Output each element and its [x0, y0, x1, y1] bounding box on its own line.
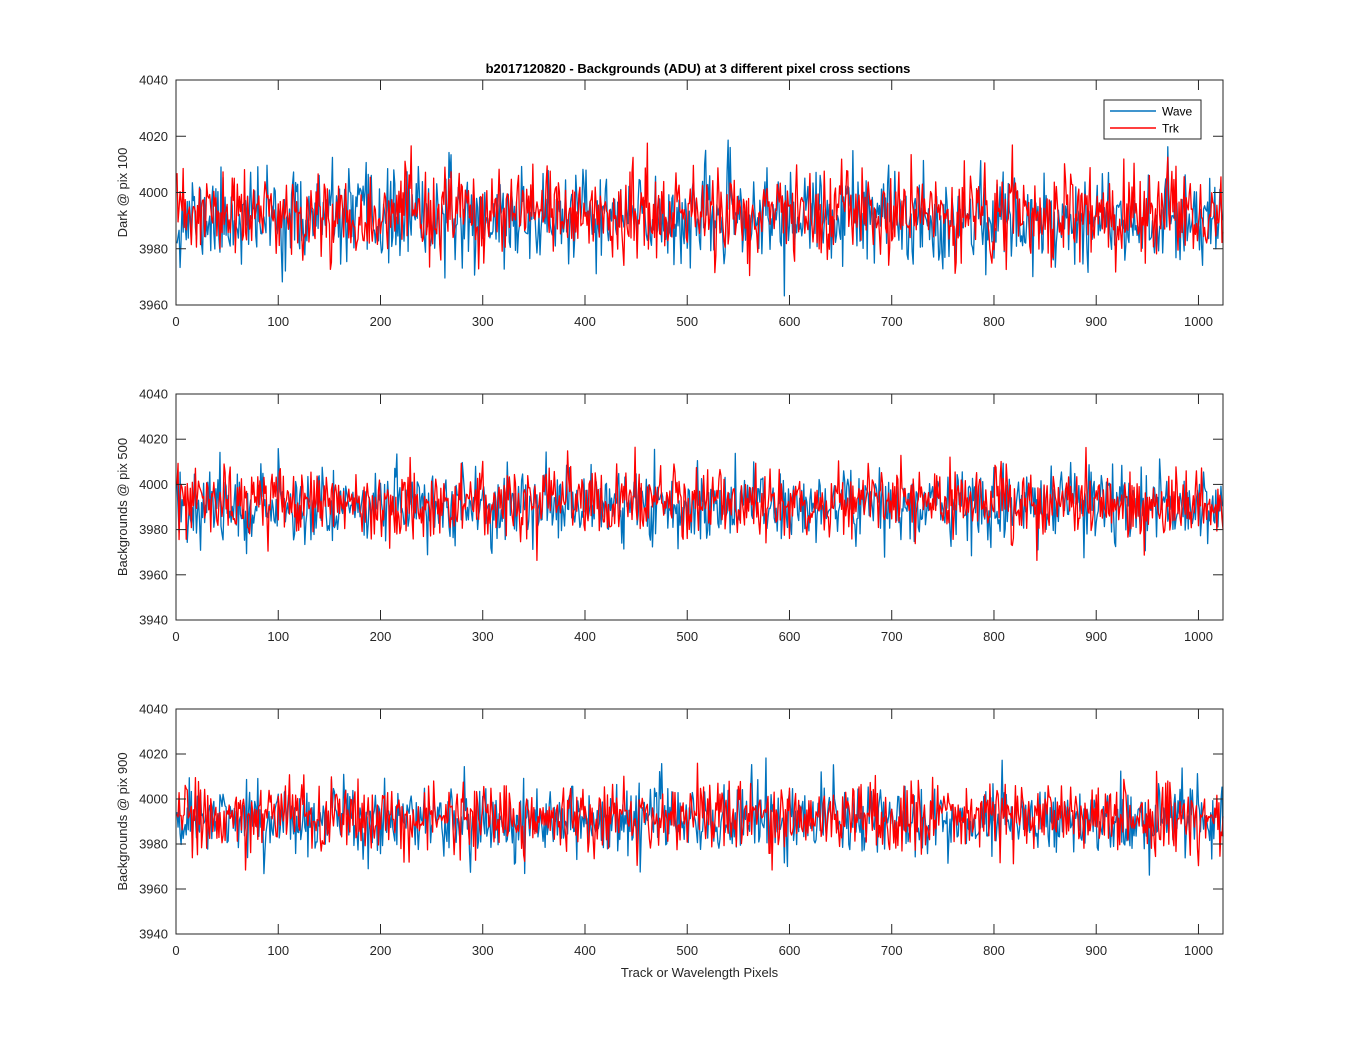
- y-tick-label: 4040: [139, 387, 168, 402]
- plot-frame: [175, 708, 1224, 935]
- y-tick-label: 4020: [139, 129, 168, 144]
- y-tick-label: 3960: [139, 882, 168, 897]
- x-tick-label: 500: [676, 943, 698, 958]
- y-tick-label: 4000: [139, 185, 168, 200]
- legend: Wave Trk: [1103, 99, 1202, 140]
- y-tick-label: 3940: [139, 613, 168, 628]
- x-tick-label: 300: [472, 629, 494, 644]
- y-tick-label: 3960: [139, 567, 168, 582]
- y-tick-label: 4000: [139, 477, 168, 492]
- y-tick-label: 3940: [139, 927, 168, 942]
- x-tick-label: 400: [574, 629, 596, 644]
- series-line-trk: [176, 142, 1224, 277]
- y-tick-label: 3980: [139, 522, 168, 537]
- x-tick-label: 1000: [1184, 314, 1213, 329]
- x-tick-label: 600: [779, 629, 801, 644]
- x-tick-label: 900: [1085, 629, 1107, 644]
- x-tick-label: 200: [370, 629, 392, 644]
- x-tick-label: 500: [676, 629, 698, 644]
- subplot-3: 0 100 200 300 400 500 600 700 800 900 1000 3940 3960…: [115, 702, 1224, 980]
- subplot-2: 0 100 200 300 400 500 600 700 800 900 1000 3940 3960…: [115, 387, 1224, 644]
- y-tick-label: 3960: [139, 298, 168, 313]
- series-line-wave: [176, 757, 1224, 876]
- y-tick-label: 3980: [139, 241, 168, 256]
- x-tick-label: 100: [267, 314, 289, 329]
- x-tick-label: 800: [983, 629, 1005, 644]
- x-tick-label: 400: [574, 943, 596, 958]
- x-tick-label: 500: [676, 314, 698, 329]
- x-tick-label: 1000: [1184, 943, 1213, 958]
- x-tick-label: 700: [881, 629, 903, 644]
- y-axis-label: Backgrounds @ pix 500: [115, 438, 130, 576]
- y-tick-label: 4020: [139, 432, 168, 447]
- y-axis-label: Dark @ pix 100: [115, 148, 130, 238]
- x-tick-label: 700: [881, 314, 903, 329]
- series-line-trk: [176, 446, 1224, 561]
- y-tick-label: 4040: [139, 73, 168, 88]
- subplots: 0 100 200 300 400 500 600 700 800 900 100039603980…: [115, 73, 1224, 980]
- x-tick-label: 0: [172, 314, 179, 329]
- y-tick-label: 4040: [139, 702, 168, 717]
- y-tick-label: 4000: [139, 792, 168, 807]
- x-tick-label: 100: [267, 629, 289, 644]
- x-tick-label: 900: [1085, 314, 1107, 329]
- x-tick-label: 300: [472, 943, 494, 958]
- y-tick-label: 3980: [139, 837, 168, 852]
- x-tick-label: 400: [574, 314, 596, 329]
- subplot-1: 0 100 200 300 400 500 600 700 800 900 1000 3960 3980…: [115, 73, 1224, 329]
- x-tick-label: 300: [472, 314, 494, 329]
- x-tick-label: 700: [881, 943, 903, 958]
- x-tick-label: 800: [983, 314, 1005, 329]
- x-tick-label: 800: [983, 943, 1005, 958]
- legend-label-trk: Trk: [1162, 122, 1180, 136]
- x-tick-label: 900: [1085, 943, 1107, 958]
- x-tick-label: 100: [267, 943, 289, 958]
- legend-box: [1103, 99, 1202, 140]
- series-line-trk: [176, 762, 1224, 871]
- plot-frame: [175, 393, 1224, 621]
- x-tick-label: 1000: [1184, 629, 1213, 644]
- x-tick-label: 0: [172, 629, 179, 644]
- x-tick-label: 200: [370, 314, 392, 329]
- x-tick-label: 600: [779, 943, 801, 958]
- figure-title: b2017120820 - Backgrounds (ADU) at 3 dif…: [486, 61, 911, 76]
- legend-label-wave: Wave: [1162, 105, 1193, 119]
- x-tick-label: 200: [370, 943, 392, 958]
- y-axis-label: Backgrounds @ pix 900: [115, 752, 130, 890]
- x-tick-label: 600: [779, 314, 801, 329]
- x-axis-label: Track or Wavelength Pixels: [621, 965, 779, 980]
- x-tick-label: 0: [172, 943, 179, 958]
- y-tick-label: 4020: [139, 747, 168, 762]
